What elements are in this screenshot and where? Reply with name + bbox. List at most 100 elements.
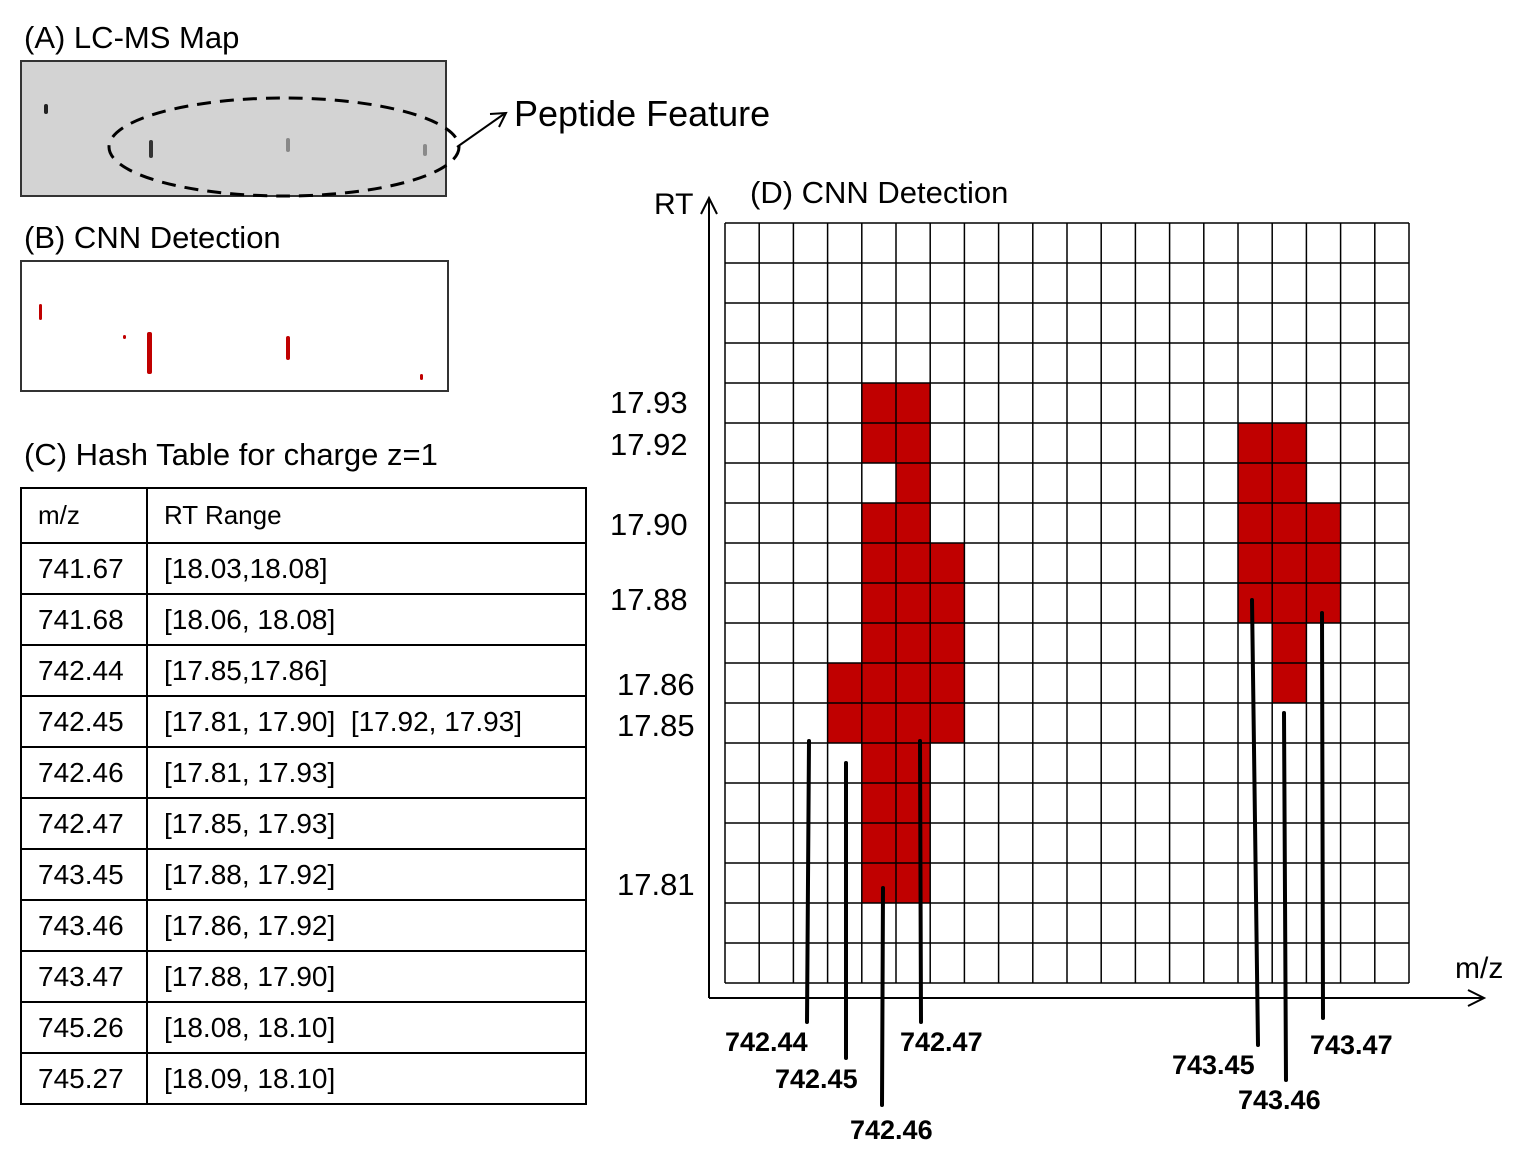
rt-range-cell: [17.86, 17.92] [146,899,587,952]
detected-cell [896,743,931,783]
detected-cell [896,463,931,503]
mz-label: 743.46 [1238,1085,1321,1115]
detected-cell [930,623,965,663]
mz-cell: 742.46 [20,746,148,799]
map-spot [423,144,427,156]
detected-cell [930,663,965,703]
detected-cell [1272,623,1307,663]
detected-cell [896,663,931,703]
mz-label: 742.46 [850,1115,933,1145]
detected-cell [1272,663,1307,703]
panel-b-title: (B) CNN Detection [24,220,281,255]
rt-range-cell: [17.85, 17.93] [146,797,587,850]
table-row: 745.26 [18.08, 18.10] [20,1001,587,1054]
mz-cell: 741.67 [20,542,148,595]
mz-axis-label: m/z [1455,952,1504,985]
table-row: 745.27 [18.09, 18.10] [20,1052,587,1105]
table-row: 742.47 [17.85, 17.93] [20,797,587,850]
detection-mark [147,332,152,374]
detected-cell [930,543,965,583]
rt-range-cell: [17.88, 17.90] [146,950,587,1003]
detected-cell [861,503,896,543]
detected-cell [861,423,896,463]
mz-cell: 743.45 [20,848,148,901]
rt-range-cell: [17.88, 17.92] [146,848,587,901]
mz-cell: 743.46 [20,899,148,952]
detected-cell [861,583,896,623]
detection-mark [286,336,290,360]
rt-label: 17.90 [610,507,688,542]
rt-label: 17.81 [617,867,695,902]
rt-label: 17.93 [610,385,688,420]
rt-range-cell: [18.03,18.08] [146,542,587,595]
detected-cell [1238,583,1273,623]
rt-range-cell: [18.09, 18.10] [146,1052,587,1105]
detected-cell [1272,423,1307,463]
header-rt-range: RT Range [146,487,587,544]
detected-cell [861,703,896,743]
table-row: 741.68 [18.06, 18.08] [20,593,587,646]
detected-cell [896,583,931,623]
detected-cell [1238,503,1273,543]
detected-cell [1306,503,1341,543]
mz-cell: 741.68 [20,593,148,646]
detected-cell [896,783,931,823]
mz-cell: 743.47 [20,950,148,1003]
peptide-feature-label: Peptide Feature [514,93,771,134]
rt-range-cell: [17.81, 17.93] [146,746,587,799]
detected-cell [861,783,896,823]
detected-cell [861,823,896,863]
rt-range-cell: [18.06, 18.08] [146,593,587,646]
detected-cell [861,663,896,703]
detected-cell [896,703,931,743]
mz-label: 743.45 [1172,1050,1255,1080]
detected-cell [1272,583,1307,623]
hash-table: m/z RT Range 741.67 [18.03,18.08] 741.68[… [20,487,587,1105]
lc-ms-map [20,60,447,197]
table-row: 742.44 [17.85,17.86] [20,644,587,697]
table-row: 743.45 [17.88, 17.92] [20,848,587,901]
rt-axis-label: RT [654,188,694,221]
peptide-feature-ellipse [107,96,508,198]
cnn-detection-map [20,260,449,392]
mz-cell: 742.44 [20,644,148,697]
mz-cell: 745.27 [20,1052,148,1105]
detected-cell [930,703,965,743]
detected-cell [896,423,931,463]
detected-cell [896,823,931,863]
table-header-row: m/z RT Range [20,487,587,544]
detected-cell [1238,543,1273,583]
detected-cell [861,383,896,423]
detection-mark [420,374,423,380]
detected-cell [861,623,896,663]
mz-label: 742.45 [775,1064,858,1094]
table-row: 742.46 [17.81, 17.93] [20,746,587,799]
detected-cell [1272,503,1307,543]
detected-cell [1306,543,1341,583]
detected-cell [896,543,931,583]
detection-mark [39,304,42,320]
detection-mark [123,335,126,339]
table-row: 741.67 [18.03,18.08] [20,542,587,595]
map-spot [286,138,290,152]
mz-label: 743.47 [1310,1030,1393,1060]
table-row: 743.47 [17.88, 17.90] [20,950,587,1003]
rt-range-cell: [18.08, 18.10] [146,1001,587,1054]
detected-cell [896,503,931,543]
map-spot [149,140,153,158]
mz-cell: 745.26 [20,1001,148,1054]
detected-cell [827,703,862,743]
detected-cell [861,743,896,783]
header-mz: m/z [20,487,148,544]
detected-cell [861,863,896,903]
table-row: 743.46 [17.86, 17.92] [20,899,587,952]
mz-label: 742.44 [725,1027,808,1057]
rt-label: 17.88 [610,582,688,617]
detected-cell [1238,423,1273,463]
detected-cell [1272,543,1307,583]
table-row: 742.45 [17.81, 17.90] [17.92, 17.93] [20,695,587,748]
detected-cell [861,543,896,583]
map-spot [44,104,48,114]
detected-cell [930,583,965,623]
detected-cell [827,663,862,703]
